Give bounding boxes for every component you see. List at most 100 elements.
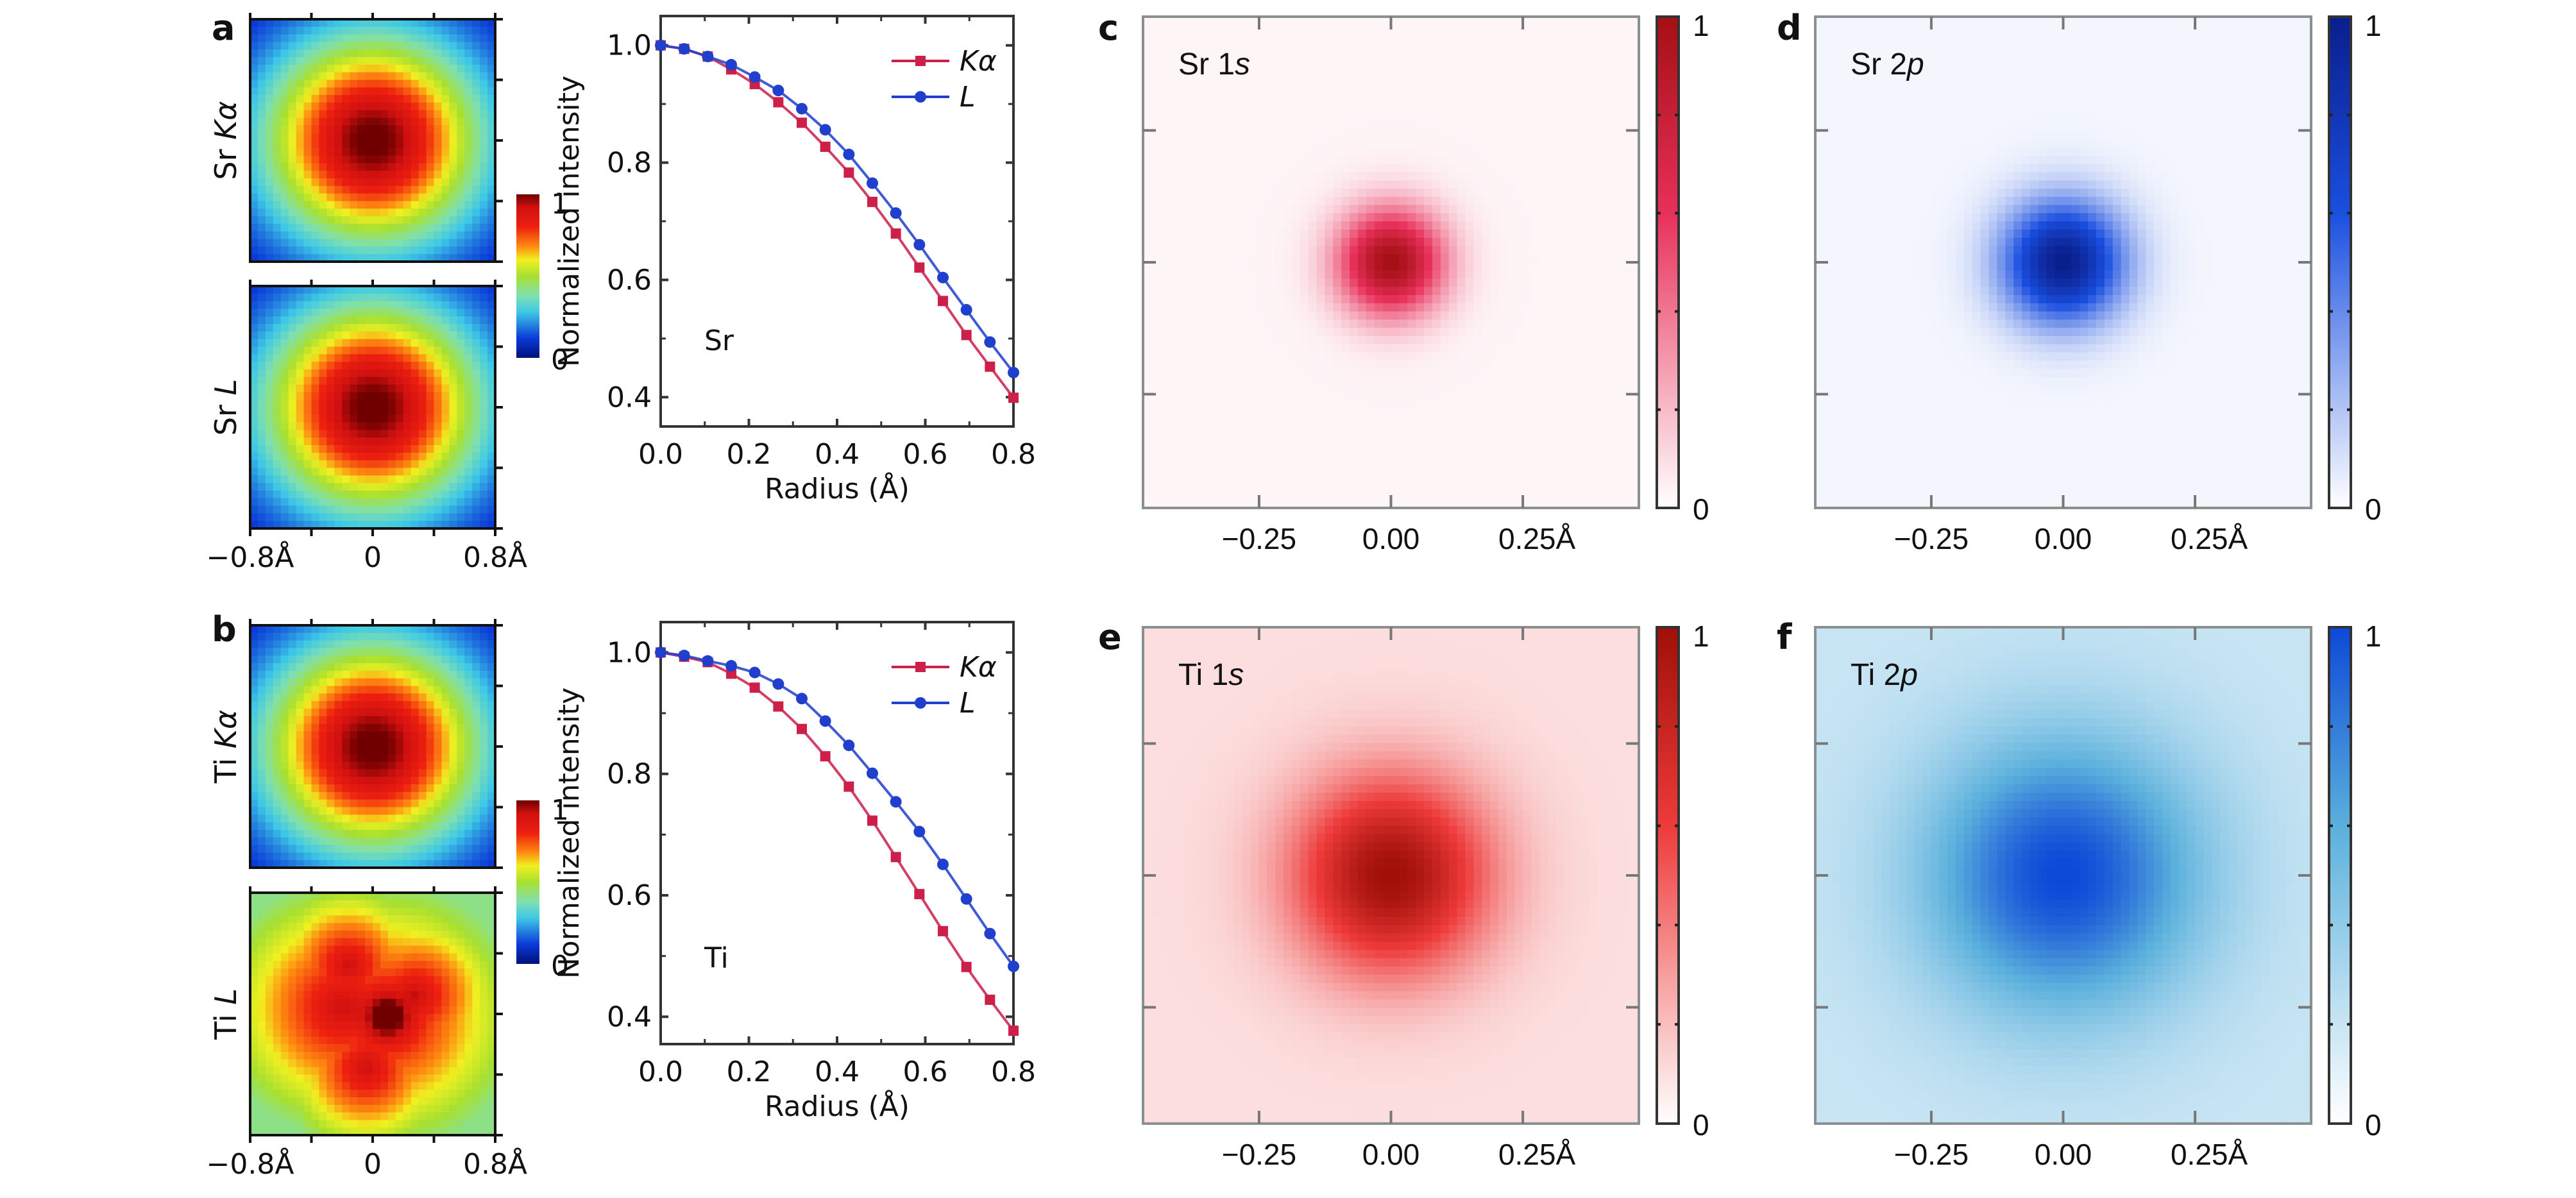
heatmap-cell: [334, 1014, 343, 1022]
heatmap-cell: [1184, 491, 1193, 500]
heatmap-cell: [449, 369, 457, 377]
heatmap-cell: [441, 769, 450, 777]
heatmap-cell: [411, 468, 419, 476]
heatmap-cell: [380, 908, 389, 916]
heatmap-cell: [419, 362, 427, 369]
heatmap-cell: [1192, 279, 1201, 287]
heatmap-cell: [312, 754, 320, 762]
heatmap-cell: [380, 762, 389, 770]
heatmap-cell: [373, 400, 381, 407]
heatmap-cell: [403, 385, 412, 392]
heatmap-cell: [326, 163, 335, 171]
heatmap-cell: [304, 991, 312, 999]
heatmap-cell: [1192, 393, 1201, 401]
heatmap-cell: [1176, 418, 1185, 426]
heatmap-cell: [1201, 156, 1210, 164]
heatmap-cell: [1176, 180, 1185, 189]
heatmap-cell: [427, 110, 435, 118]
heatmap-cell: [449, 430, 457, 437]
heatmap-cell: [258, 491, 266, 498]
heatmap-cell: [403, 377, 412, 385]
heatmap-cell: [258, 65, 266, 72]
heatmap-cell: [266, 1036, 274, 1044]
data-point: [796, 693, 808, 704]
heatmap-cell: [334, 27, 343, 35]
heatmap-cell: [1209, 17, 1218, 25]
heatmap-cell: [1168, 197, 1177, 205]
heatmap-cell: [419, 1113, 427, 1120]
heatmap-cell: [388, 671, 396, 679]
heatmap-cell: [1192, 173, 1201, 181]
heatmap-cell: [289, 118, 297, 126]
heatmap-cell: [472, 1105, 480, 1113]
heatmap-cell: [464, 931, 473, 938]
heatmap-cell: [281, 332, 289, 339]
heatmap-cell: [419, 792, 427, 800]
heatmap-cell: [266, 845, 274, 853]
heatmap-cell: [281, 1097, 289, 1105]
heatmap-cell: [388, 49, 396, 57]
heatmap-cell: [319, 777, 327, 784]
heatmap-cell: [1217, 491, 1226, 500]
heatmap-cell: [357, 1044, 366, 1052]
heatmap-cell: [296, 946, 305, 954]
heatmap-cell: [434, 747, 443, 754]
heatmap-cell: [304, 1113, 312, 1120]
heatmap-cell: [289, 976, 297, 984]
heatmap-cell: [258, 163, 266, 171]
heatmap-cell: [441, 369, 450, 377]
heatmap-cell: [396, 900, 404, 908]
heatmap-cell: [319, 72, 327, 80]
heatmap-cell: [380, 385, 389, 392]
heatmap-cell: [1151, 33, 1160, 42]
heatmap-cell: [396, 984, 404, 991]
heatmap-cell: [480, 731, 488, 739]
heatmap-cell: [281, 1036, 289, 1044]
heatmap-cell: [1209, 221, 1218, 230]
heatmap-cell: [419, 769, 427, 777]
heatmap-cell: [1192, 123, 1201, 131]
heatmap-cell: [419, 103, 427, 110]
heatmap-cell: [281, 1105, 289, 1113]
heatmap-cell: [403, 87, 412, 95]
heatmap-cell: [1160, 230, 1169, 238]
heatmap-cell: [419, 140, 427, 148]
heatmap-cell: [464, 784, 473, 792]
heatmap-cell: [1151, 328, 1160, 336]
heatmap-cell: [304, 332, 312, 339]
heatmap-cell: [411, 709, 419, 716]
heatmap-cell: [464, 339, 473, 347]
heatmap-cell: [1201, 360, 1210, 369]
heatmap-cell: [266, 407, 274, 415]
heatmap-cell: [1168, 336, 1177, 344]
heatmap-cell: [1192, 377, 1201, 385]
heatmap-cell: [427, 968, 435, 976]
heatmap-cell: [273, 239, 282, 247]
heatmap-cell: [334, 246, 343, 254]
heatmap-cell: [380, 377, 389, 385]
heatmap-cell: [1176, 475, 1185, 484]
heatmap-cell: [441, 453, 450, 460]
heatmap-cell: [449, 679, 457, 686]
heatmap-cell: [1176, 360, 1185, 369]
heatmap-cell: [380, 1006, 389, 1014]
heatmap-cell: [472, 347, 480, 355]
heatmap-cell: [427, 294, 435, 301]
heatmap-cell: [1184, 336, 1193, 344]
heatmap-cell: [434, 701, 443, 709]
heatmap-cell: [319, 1075, 327, 1083]
heatmap-cell: [403, 498, 412, 506]
heatmap-cell: [273, 513, 282, 521]
heatmap-cell: [464, 178, 473, 186]
heatmap-cell: [434, 792, 443, 800]
heatmap-cell: [1209, 115, 1218, 123]
heatmap-cell: [472, 232, 480, 239]
heatmap-cell: [449, 1097, 457, 1105]
heatmap-cell: [342, 208, 350, 216]
heatmap-cell: [464, 95, 473, 103]
heatmap-cell: [388, 1014, 396, 1022]
heatmap-cell: [304, 110, 312, 118]
heatmap-cell: [457, 57, 465, 65]
heatmap-cell: [396, 954, 404, 961]
heatmap-cell: [411, 1090, 419, 1097]
